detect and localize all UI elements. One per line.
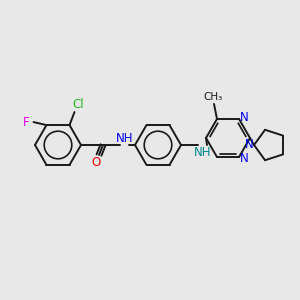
- Text: F: F: [23, 116, 30, 129]
- Text: N: N: [240, 152, 248, 165]
- Text: CH₃: CH₃: [203, 92, 223, 102]
- Text: NH: NH: [116, 133, 134, 146]
- Text: O: O: [92, 155, 100, 169]
- Text: N: N: [240, 111, 248, 124]
- Text: N: N: [244, 139, 253, 152]
- Text: NH: NH: [194, 146, 212, 158]
- Text: Cl: Cl: [73, 98, 84, 111]
